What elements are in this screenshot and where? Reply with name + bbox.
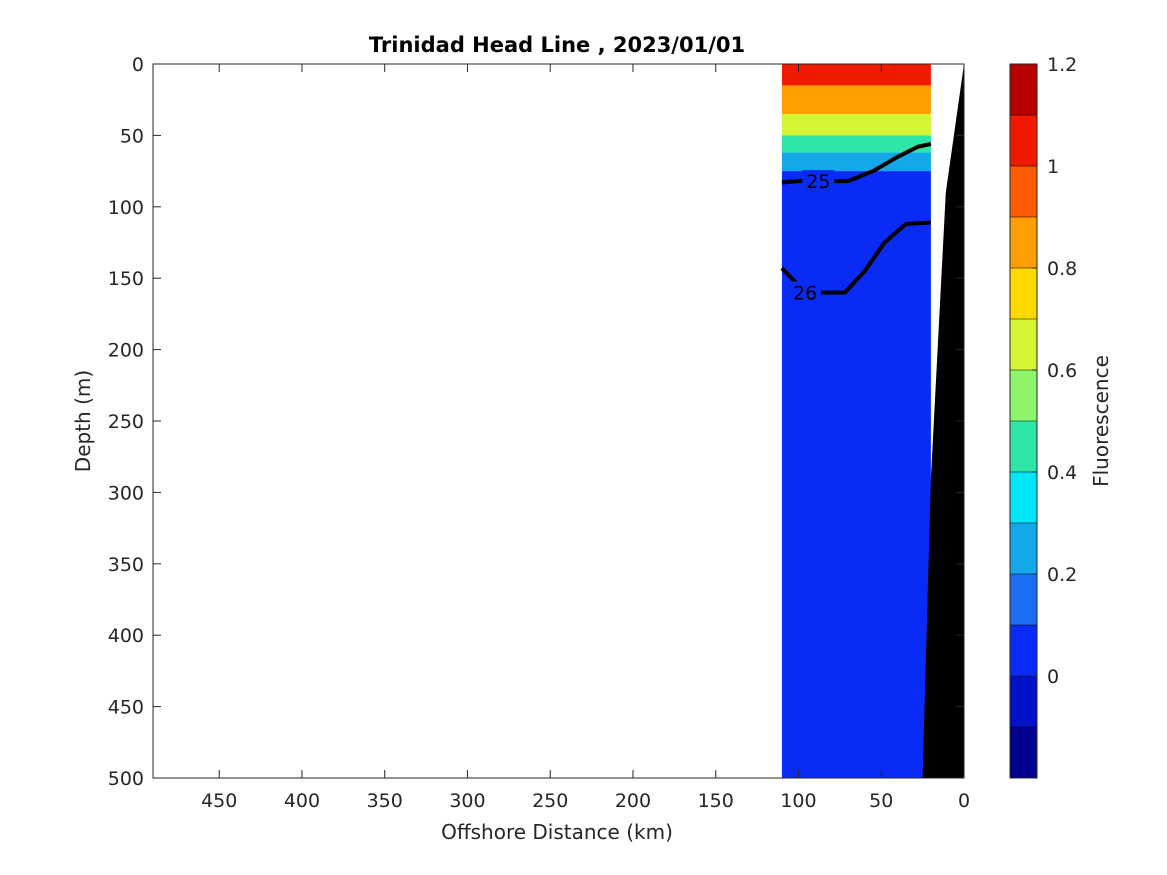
- fluorescence-layer-1: [781, 85, 931, 114]
- colorbar-segment-4: [1010, 523, 1037, 574]
- y-tick-label: 450: [108, 697, 144, 719]
- x-axis-label: Offshore Distance (km): [441, 820, 673, 844]
- x-tick-label: 200: [615, 790, 651, 812]
- colorbar: [1010, 64, 1037, 779]
- colorbar-tick-label: 0.8: [1047, 258, 1077, 280]
- y-tick-label: 350: [108, 554, 144, 576]
- contour-line-25: [781, 142, 932, 185]
- contour-label-bg-26: [789, 281, 822, 304]
- chart-title: Trinidad Head Line , 2023/01/01: [369, 33, 745, 57]
- x-tick-label: 0: [958, 790, 970, 812]
- fluorescence-layer-0: [781, 64, 931, 86]
- colorbar-segment-1: [1010, 676, 1037, 727]
- y-axis: 0 50 100 150 200 250 300 350 400 450 500: [108, 54, 964, 790]
- x-tick-label: 250: [532, 790, 568, 812]
- x-tick-label: 150: [698, 790, 734, 812]
- colorbar-segment-0: [1010, 727, 1037, 778]
- colorbar-tick-label: 0.2: [1047, 564, 1077, 586]
- fluorescence-layer-4: [781, 152, 931, 172]
- y-tick-label: 200: [108, 340, 144, 362]
- y-tick-label: 300: [108, 482, 144, 504]
- contour-label-bg-25: [802, 170, 835, 193]
- x-axis: 450 400 350 300 250 200 150 100 50 0: [201, 64, 970, 812]
- colorbar-segment-12: [1010, 115, 1037, 166]
- colorbar-segment-13: [1010, 64, 1037, 115]
- y-axis-label: Depth (m): [71, 370, 95, 472]
- colorbar-tick-label: 0.6: [1047, 360, 1077, 382]
- contour-label-26: 26: [793, 282, 817, 304]
- fluorescence-section: [781, 64, 931, 778]
- colorbar-tick-label: 1.2: [1047, 54, 1077, 76]
- fluorescence-layer-5: [781, 171, 931, 778]
- y-tick-label: 50: [120, 125, 144, 147]
- y-tick-label: 150: [108, 268, 144, 290]
- fluorescence-layer-2: [781, 113, 931, 136]
- colorbar-segment-3: [1010, 574, 1037, 625]
- seafloor: [922, 64, 964, 778]
- colorbar-segment-2: [1010, 625, 1037, 676]
- x-tick-label: 300: [449, 790, 485, 812]
- x-tick-label: 50: [869, 790, 893, 812]
- contour-label-25: 25: [806, 171, 830, 193]
- colorbar-segment-9: [1010, 268, 1037, 319]
- bathymetry: [922, 64, 964, 778]
- x-tick-label: 100: [780, 790, 816, 812]
- y-tick-label: 400: [108, 625, 144, 647]
- colorbar-segment-10: [1010, 217, 1037, 268]
- colorbar-segment-5: [1010, 472, 1037, 523]
- x-tick-label: 350: [367, 790, 403, 812]
- colorbar-tick-label: 0: [1047, 666, 1059, 688]
- colorbar-segment-6: [1010, 421, 1037, 472]
- y-tick-label: 500: [108, 768, 144, 790]
- fluorescence-layer-3: [781, 135, 931, 153]
- x-tick-label: 450: [201, 790, 237, 812]
- x-tick-label: 400: [284, 790, 320, 812]
- colorbar-frame: [1009, 63, 1038, 779]
- colorbar-segment-7: [1010, 370, 1037, 421]
- density-contours: 25 26: [780, 142, 932, 304]
- colorbar-ticks: 1.2 1 0.8 0.6 0.4 0.2 0: [1032, 54, 1077, 688]
- colorbar-segment-11: [1010, 166, 1037, 217]
- colorbar-label: Fluorescence: [1089, 355, 1113, 487]
- y-tick-label: 250: [108, 411, 144, 433]
- y-tick-label: 0: [132, 54, 144, 76]
- colorbar-tick-label: 0.4: [1047, 462, 1077, 484]
- colorbar-segment-8: [1010, 319, 1037, 370]
- y-tick-label: 100: [108, 197, 144, 219]
- colorbar-tick-label: 1: [1047, 156, 1059, 178]
